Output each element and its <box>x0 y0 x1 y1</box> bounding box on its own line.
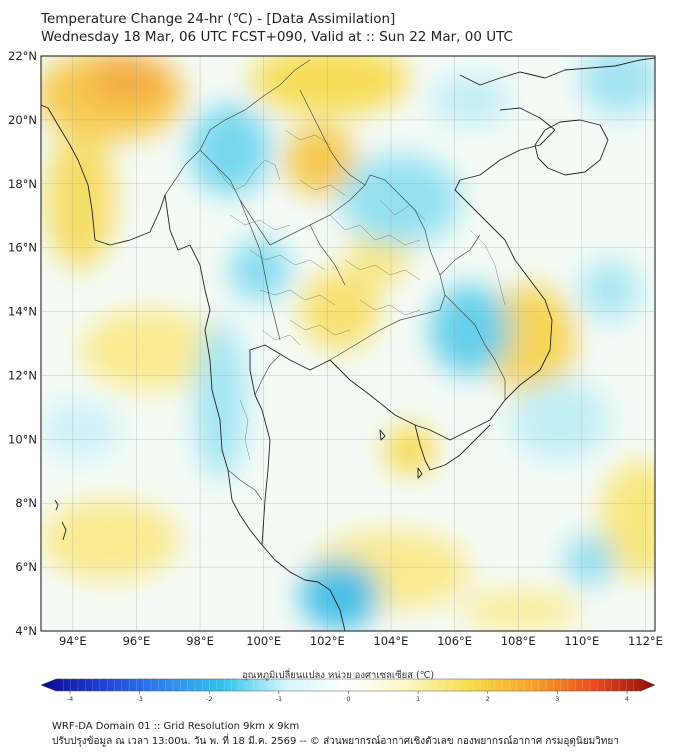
lat-tick-label: 20°N <box>8 113 37 127</box>
colorbar-ticks: -4 -3 -2 -1 0 1 2 3 4 <box>67 691 629 703</box>
colorbar-tick-label: -3 <box>136 695 142 703</box>
temperature-field <box>41 56 655 631</box>
coastlines <box>41 57 655 631</box>
colorbar-tick-label: -4 <box>67 695 73 703</box>
lon-tick-label: 94°E <box>59 634 87 648</box>
colorbar-title: อุณหภูมิเปลี่ยนแปลง หน่วย องศาเซลเซียส (… <box>241 670 435 681</box>
footer-line-2: ปรับปรุงข้อมูล ณ เวลา 13:00น. วัน พ. ที่… <box>52 736 619 747</box>
colorbar-tick-label: 1 <box>416 695 420 703</box>
colorbar-tick-label: 4 <box>625 695 629 703</box>
lon-tick-label: 96°E <box>123 634 151 648</box>
lat-tick-label: 4°N <box>15 624 37 638</box>
lat-tick-label: 10°N <box>8 432 37 446</box>
colorbar-bar <box>40 678 656 692</box>
longitude-labels: 94°E 96°E 98°E 100°E 102°E 104°E 106°E 108°E 110… <box>59 634 663 648</box>
lon-tick-label: 100°E <box>246 634 281 648</box>
latitude-labels: 4°N 6°N 8°N 10°N 12°N 14°N 16°N 18°N 20°N 22°N <box>8 49 37 638</box>
colorbar: -4 -3 -2 -1 0 1 2 3 4 <box>40 678 656 703</box>
title-line-2: Wednesday 18 Mar, 06 UTC FCST+090, Valid… <box>41 29 513 45</box>
province-borders <box>214 129 506 461</box>
colorbar-segment-lines <box>63 679 634 691</box>
lat-tick-label: 12°N <box>8 368 37 382</box>
lon-tick-label: 112°E <box>628 634 663 648</box>
colorbar-tick-label: -2 <box>206 695 212 703</box>
lat-tick-label: 22°N <box>8 49 37 63</box>
chart-title: Temperature Change 24-hr (℃) - [Data Ass… <box>41 10 513 46</box>
lon-tick-label: 102°E <box>310 634 345 648</box>
colorbar-tick-label: 2 <box>486 695 490 703</box>
lon-tick-label: 104°E <box>373 634 408 648</box>
map-frame <box>40 55 656 632</box>
lon-tick-label: 110°E <box>564 634 599 648</box>
colorbar-tick-label: 3 <box>555 695 559 703</box>
lon-tick-label: 108°E <box>501 634 536 648</box>
footer: WRF-DA Domain 01 :: Grid Resolution 9km … <box>52 719 619 749</box>
lat-tick-label: 18°N <box>8 177 37 191</box>
footer-line-1: WRF-DA Domain 01 :: Grid Resolution 9km … <box>52 721 300 732</box>
colorbar-tick-label: 0 <box>346 695 350 703</box>
colorbar-tick-label: -1 <box>276 695 282 703</box>
grid-lines <box>41 56 655 631</box>
lat-tick-label: 16°N <box>8 241 37 255</box>
lat-tick-label: 14°N <box>8 305 37 319</box>
lat-tick-label: 6°N <box>15 560 37 574</box>
lon-tick-label: 106°E <box>437 634 472 648</box>
lat-tick-label: 8°N <box>15 496 37 510</box>
lon-tick-label: 98°E <box>186 634 214 648</box>
title-line-1: Temperature Change 24-hr (℃) - [Data Ass… <box>41 11 396 27</box>
